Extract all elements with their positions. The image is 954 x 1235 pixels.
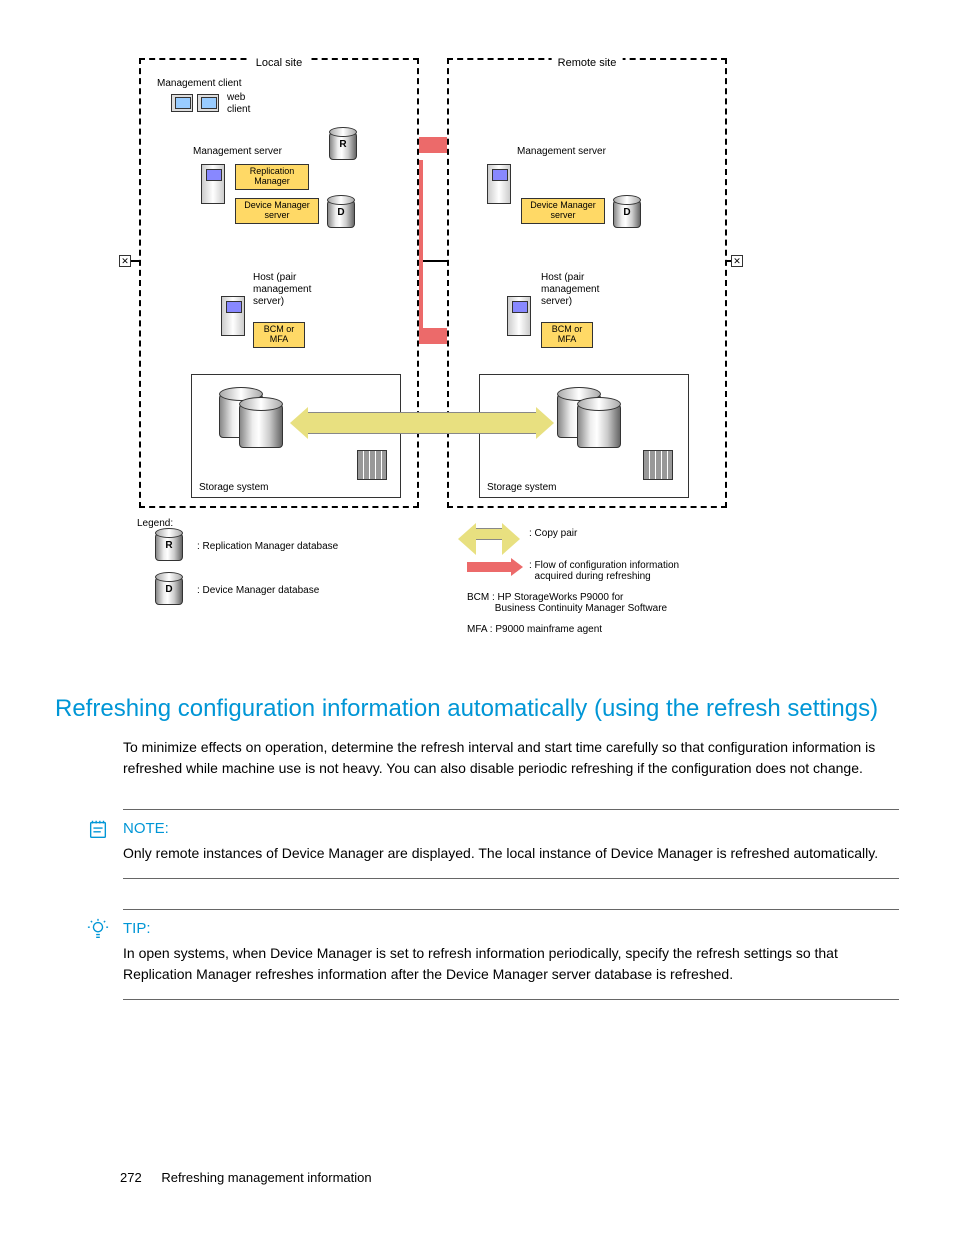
legend-red-arrow-head xyxy=(511,558,523,576)
d-cylinder: D xyxy=(327,200,355,228)
storage-label-local: Storage system xyxy=(199,482,268,494)
page-footer: 272 Refreshing management information xyxy=(120,1170,372,1185)
legend-flow: : Flow of configuration information acqu… xyxy=(529,560,679,582)
server-icon xyxy=(201,164,225,204)
footer-title: Refreshing management information xyxy=(161,1170,371,1185)
client-icon xyxy=(197,94,219,112)
note-icon xyxy=(87,818,109,840)
architecture-diagram: ✕ ✕ Local site Remote site Management cl… xyxy=(127,50,827,670)
tip-label: TIP: xyxy=(123,920,899,937)
copy-pair-arrow xyxy=(307,412,537,434)
legend-mfa: MFA : P9000 mainframe agent xyxy=(467,624,679,650)
tip-callout: TIP: In open systems, when Device Manage… xyxy=(123,909,899,1000)
remote-site-title: Remote site xyxy=(552,57,623,69)
tip-icon xyxy=(87,918,109,940)
legend-r-text: : Replication Manager database xyxy=(197,541,338,552)
legend-bcm: BCM : HP StorageWorks P9000 for Business… xyxy=(467,592,679,618)
mgmt-client-label: Management client xyxy=(157,78,242,90)
mgmt-server-label-remote: Management server xyxy=(517,146,606,158)
mgmt-server-label-local: Management server xyxy=(193,146,282,158)
note-callout: NOTE: Only remote instances of Device Ma… xyxy=(123,809,899,879)
legend-d-cylinder: D xyxy=(155,577,183,605)
client-icon xyxy=(171,94,193,112)
note-body: Only remote instances of Device Manager … xyxy=(123,843,899,864)
tip-body: In open systems, when Device Manager is … xyxy=(123,943,899,985)
storage-label-remote: Storage system xyxy=(487,482,556,494)
storage-cylinder xyxy=(239,404,283,448)
network-end-left: ✕ xyxy=(119,255,131,267)
storage-cylinder xyxy=(577,404,621,448)
legend-r-cylinder: R xyxy=(155,533,183,561)
local-site-title: Local site xyxy=(250,57,308,69)
legend-right: : Copy pair : Flow of configuration info… xyxy=(467,528,679,656)
device-manager-server-box: Device Manager server xyxy=(235,198,319,224)
legend-red-arrow xyxy=(467,562,513,572)
legend-row: D : Device Manager database xyxy=(137,573,338,617)
legend-row: : Flow of configuration information acqu… xyxy=(467,560,679,586)
legend-d-text: : Device Manager database xyxy=(197,585,319,596)
volume-icon xyxy=(643,450,673,480)
r-cylinder: R xyxy=(329,132,357,160)
replication-manager-box: Replication Manager xyxy=(235,164,309,190)
host-icon xyxy=(221,296,245,336)
host-pair-label-local: Host (pair management server) xyxy=(253,272,311,308)
legend-yellow-arrow xyxy=(475,528,503,540)
page-number: 272 xyxy=(120,1170,142,1185)
bcm-mfa-box-remote: BCM or MFA xyxy=(541,322,593,348)
server-icon xyxy=(487,164,511,204)
device-manager-server-box-remote: Device Manager server xyxy=(521,198,605,224)
note-label: NOTE: xyxy=(123,820,899,837)
volume-icon xyxy=(357,450,387,480)
host-icon xyxy=(507,296,531,336)
d-cylinder-remote: D xyxy=(613,200,641,228)
section-title: Refreshing configuration information aut… xyxy=(55,695,899,723)
host-pair-label-remote: Host (pair management server) xyxy=(541,272,599,308)
bcm-mfa-box-local: BCM or MFA xyxy=(253,322,305,348)
legend-row: : Copy pair xyxy=(467,528,679,554)
document-page: ✕ ✕ Local site Remote site Management cl… xyxy=(0,0,954,1060)
network-end-right: ✕ xyxy=(731,255,743,267)
legend: Legend: R : Replication Manager database… xyxy=(137,518,338,617)
section-body: To minimize effects on operation, determ… xyxy=(123,737,889,779)
legend-copy-pair: : Copy pair xyxy=(529,528,577,539)
web-client-label: web client xyxy=(227,92,250,116)
legend-row: R : Replication Manager database xyxy=(137,529,338,573)
